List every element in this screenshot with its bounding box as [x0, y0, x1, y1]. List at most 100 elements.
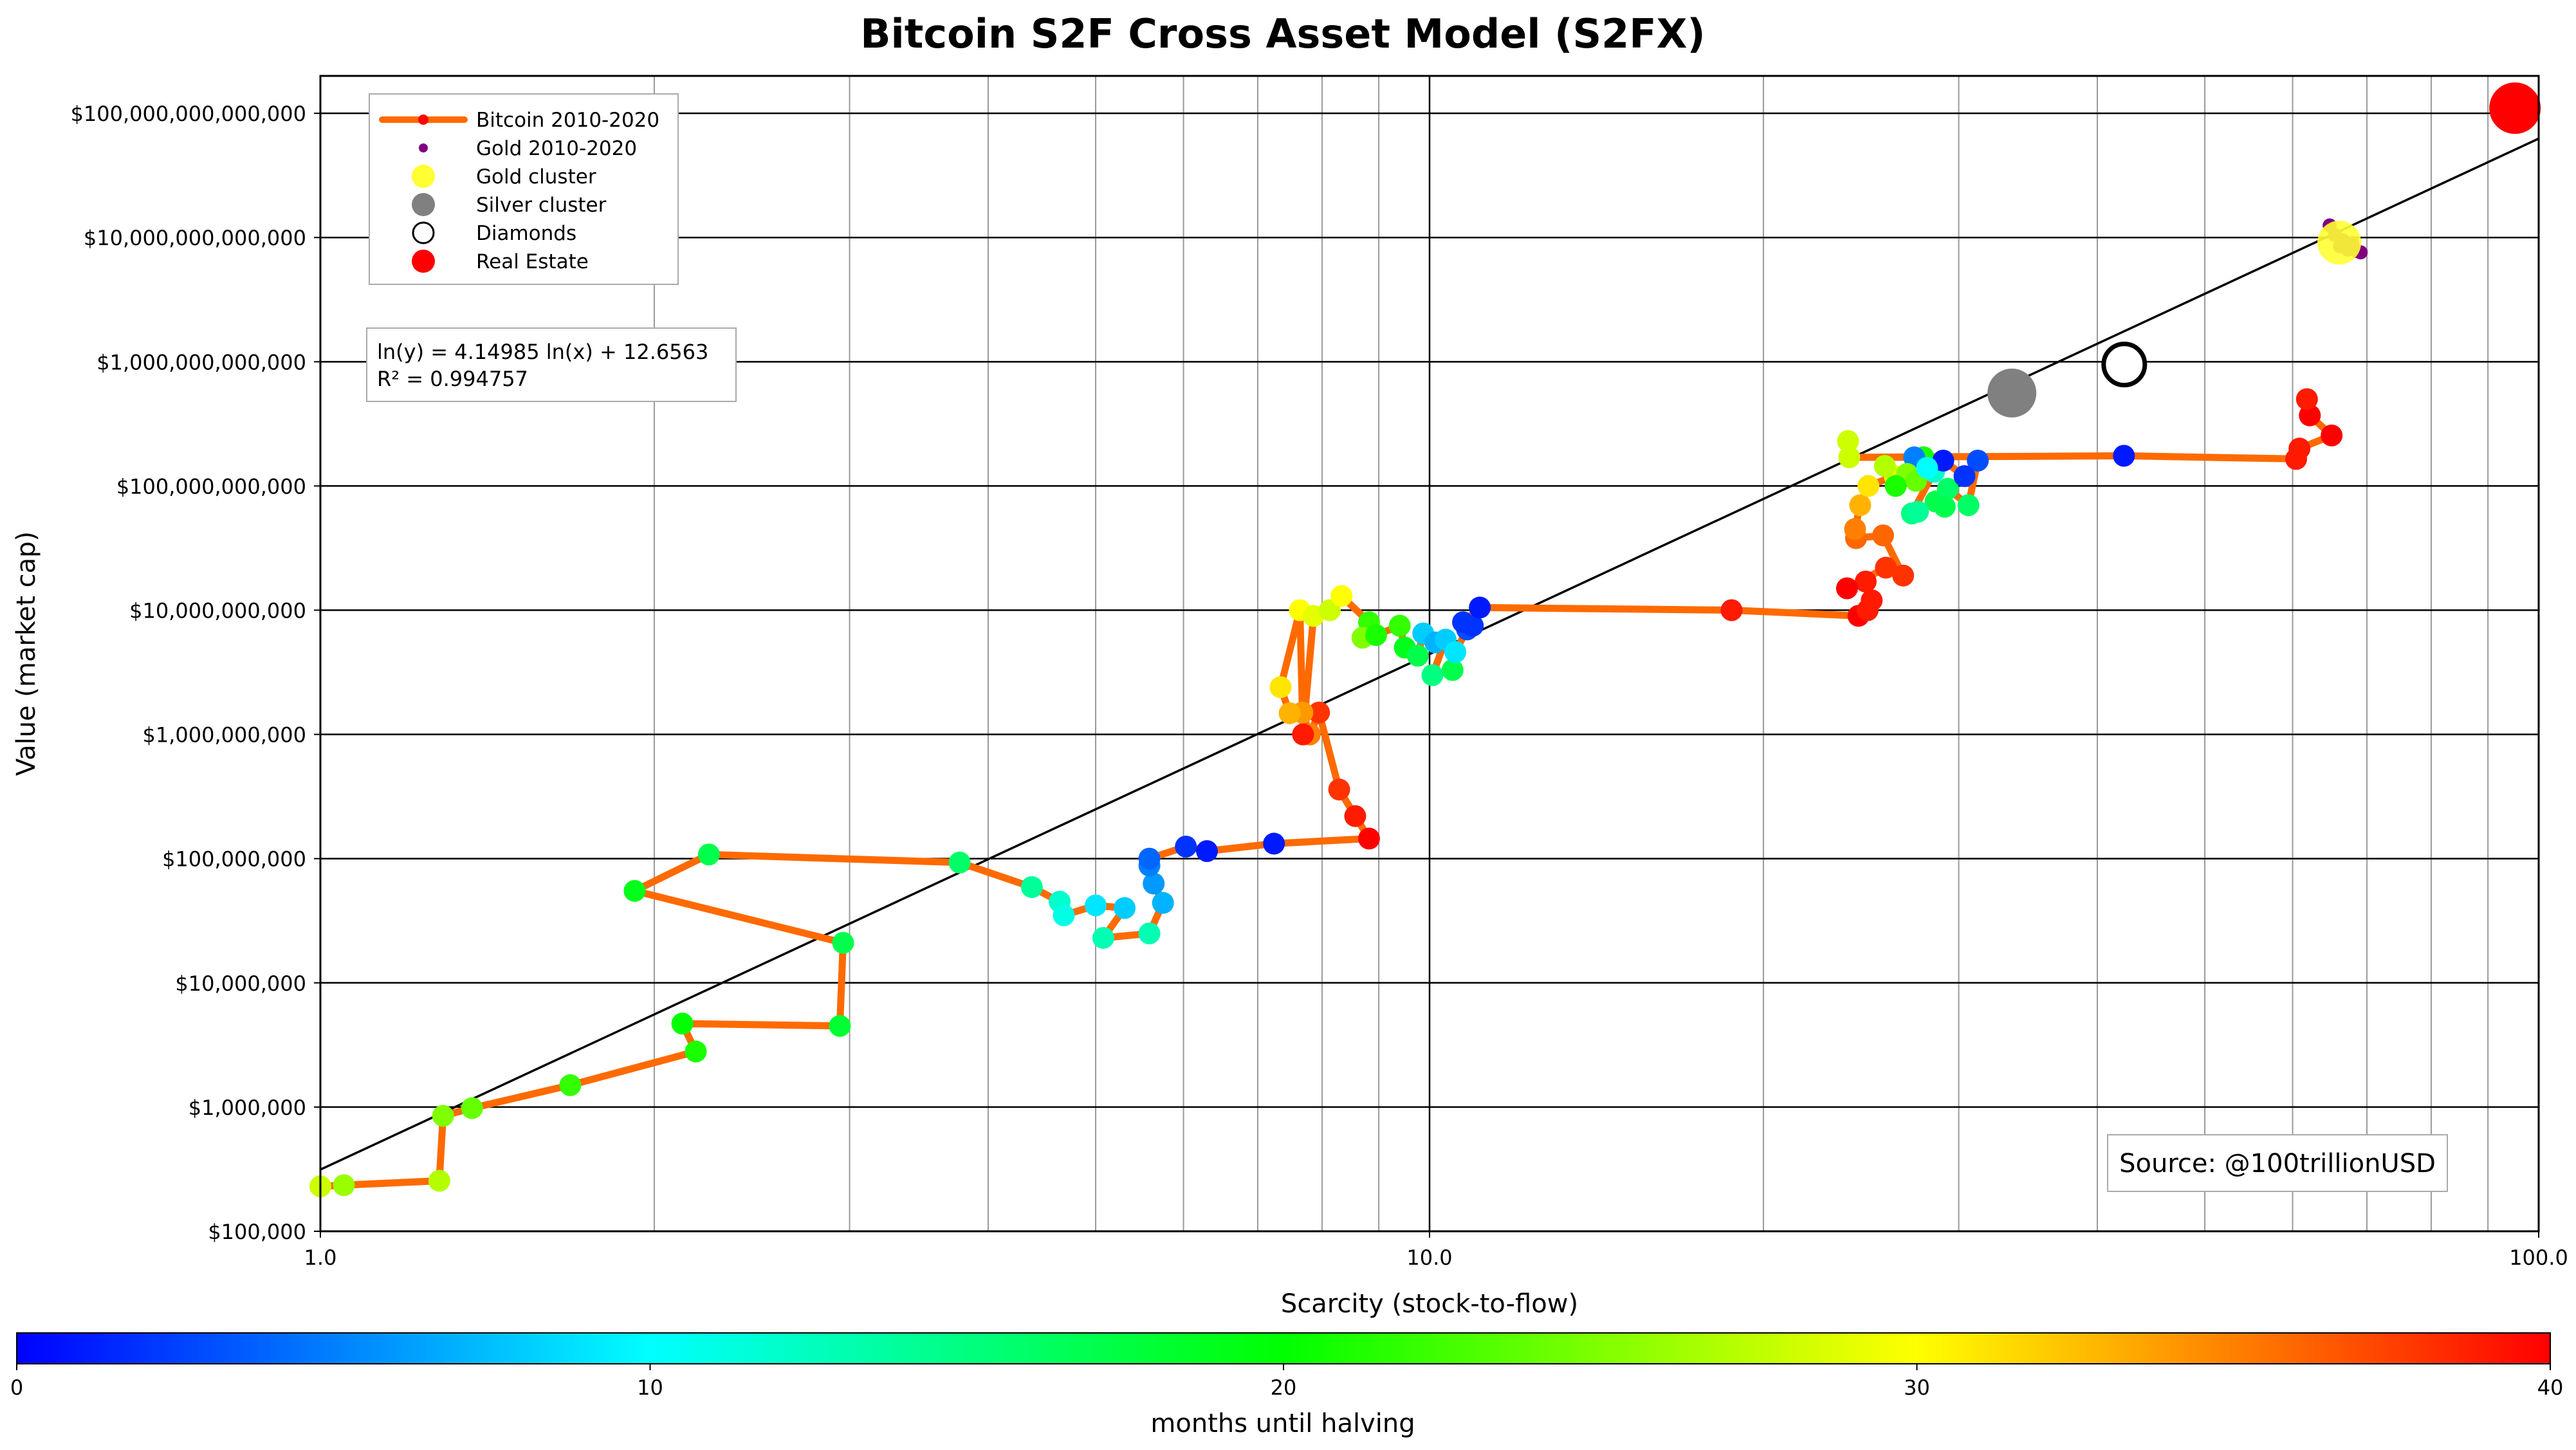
bitcoin-point — [1849, 494, 1872, 517]
colorbar-gradient — [16, 1332, 2551, 1364]
legend-entries: Bitcoin 2010-2020 Gold 2010-2020 Gold clus… — [379, 109, 659, 273]
marker-layer — [309, 82, 2541, 1198]
bitcoin-point — [1861, 589, 1883, 612]
bitcoin-point — [1916, 457, 1938, 479]
bitcoin-point — [2295, 388, 2318, 410]
bitcoin-point — [1469, 596, 1491, 619]
bitcoin-point — [1844, 518, 1866, 540]
y-tick-label: $100,000 — [208, 1220, 306, 1244]
legend-swatch-marker — [412, 165, 435, 188]
bitcoin-point — [1873, 455, 1896, 477]
bitcoin-point — [1175, 835, 1197, 858]
bitcoin-point — [1092, 926, 1114, 949]
bitcoin-point — [948, 851, 971, 874]
bitcoin-point — [1020, 876, 1043, 898]
bitcoin-point — [1328, 778, 1350, 801]
bitcoin-point — [1308, 701, 1330, 724]
bitcoin-point — [2321, 424, 2343, 446]
y-tick-label: $10,000,000,000,000 — [84, 226, 306, 250]
bitcoin-point — [1835, 577, 1858, 600]
colorbar: 0 10 20 30 40 months until halving — [10, 1332, 2564, 1438]
bitcoin-point — [1388, 614, 1411, 637]
bitcoin-point — [1444, 641, 1467, 663]
bitcoin-point — [1152, 892, 1174, 914]
bitcoin-point — [1357, 827, 1380, 850]
colorbar-tick-label: 40 — [2537, 1375, 2564, 1400]
silver-cluster-point — [1987, 368, 2037, 418]
gold-cluster-point — [2317, 221, 2362, 265]
bitcoin-point — [1892, 564, 1915, 587]
bitcoin-point — [1884, 475, 1907, 497]
y-tick-label: $10,000,000 — [175, 971, 306, 996]
bitcoin-point — [1406, 645, 1429, 667]
bitcoin-point — [1269, 676, 1292, 699]
bitcoin-point — [461, 1097, 483, 1119]
bitcoin-line — [320, 395, 2335, 1190]
bitcoin-point — [1365, 624, 1387, 647]
x-tick-labels: 1.0 10.0 100.0 — [304, 1231, 2568, 1270]
legend: Bitcoin 2010-2020 Gold 2010-2020 Gold clus… — [369, 93, 679, 285]
bitcoin-point — [1957, 494, 1980, 517]
bitcoin-point — [1053, 904, 1075, 926]
bitcoin-point — [685, 1040, 707, 1063]
y-tick-label: $10,000,000,000 — [129, 599, 306, 623]
x-tick-label: 10.0 — [1406, 1245, 1452, 1270]
legend-entry-label: Real Estate — [476, 250, 589, 273]
bitcoin-point — [1720, 599, 1743, 621]
bitcoin-point — [333, 1174, 355, 1197]
legend-entry-label: Gold 2010-2020 — [476, 137, 637, 160]
bitcoin-point — [1138, 847, 1161, 870]
colorbar-tick-label: 20 — [1271, 1375, 1297, 1400]
y-tick-label: $100,000,000,000,000 — [71, 102, 306, 126]
bitcoin-point — [1441, 659, 1464, 681]
bitcoin-point — [1196, 840, 1219, 862]
bitcoin-point — [832, 931, 854, 954]
bitcoin-point — [1114, 897, 1136, 919]
bitcoin-point — [1857, 475, 1880, 497]
source-label: Source: @100trillionUSD — [2119, 1149, 2436, 1179]
y-tick-label: $1,000,000 — [189, 1096, 306, 1120]
y-tick-label: $100,000,000 — [162, 847, 306, 872]
legend-entry-label: Bitcoin 2010-2020 — [476, 109, 659, 132]
bitcoin-point — [1344, 805, 1366, 827]
bitcoin-point — [1085, 894, 1107, 917]
bitcoin-point — [1292, 723, 1314, 746]
regression-r2: R² = 0.994757 — [377, 367, 528, 391]
y-tick-label: $100,000,000,000 — [116, 474, 306, 499]
x-tick-label: 100.0 — [2509, 1245, 2568, 1270]
bitcoin-line-layer — [320, 395, 2335, 1190]
bitcoin-point — [829, 1014, 851, 1037]
bitcoin-point — [1872, 524, 1894, 547]
legend-swatch-marker — [412, 250, 435, 273]
bitcoin-point — [1263, 832, 1285, 855]
bitcoin-point — [2113, 445, 2135, 467]
colorbar-tick-label: 0 — [10, 1375, 23, 1400]
source-box-frame — [2107, 1134, 2448, 1192]
equation-box-frame — [366, 327, 737, 402]
source-box: Source: @100trillionUSD — [2107, 1134, 2448, 1192]
equation-box: ln(y) = 4.14985 ln(x) + 12.6563 R² = 0.9… — [366, 327, 737, 402]
regression-layer — [320, 137, 2539, 1171]
bitcoin-point — [671, 1013, 694, 1035]
colorbar-ticks: 0 10 20 30 40 — [10, 1364, 2564, 1400]
bitcoin-point — [559, 1074, 582, 1096]
colorbar-label: months until halving — [1150, 1409, 1415, 1438]
y-tick-labels: $100,000 $1,000,000 $10,000,000 $100,000,00… — [71, 102, 320, 1244]
bitcoin-point — [2288, 437, 2311, 460]
legend-entry-label: Diamonds — [476, 222, 576, 245]
regression-line — [320, 137, 2539, 1171]
legend-swatch-marker — [412, 221, 435, 244]
legend-swatch-marker — [412, 193, 435, 216]
bitcoin-point — [1838, 446, 1861, 468]
bitcoin-point — [1452, 611, 1475, 634]
bitcoin-point — [1421, 664, 1444, 686]
bitcoin-point — [697, 843, 720, 866]
bitcoin-point — [1933, 495, 1956, 518]
bitcoin-point — [1875, 556, 1897, 579]
bitcoin-point — [1967, 450, 1989, 472]
regression-equation: ln(y) = 4.14985 ln(x) + 12.6563 — [377, 340, 708, 364]
legend-entry-label: Gold cluster — [476, 165, 596, 188]
y-axis-label: Value (market cap) — [12, 531, 41, 776]
